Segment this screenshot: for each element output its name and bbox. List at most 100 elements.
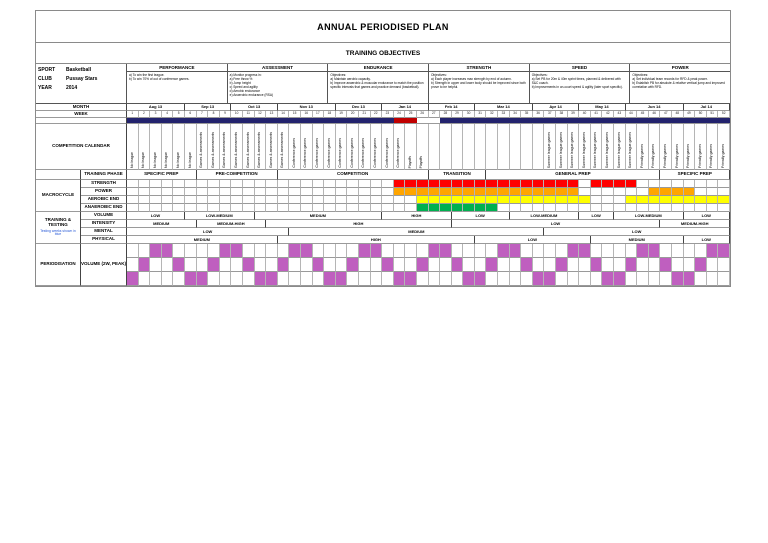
competition-week-cell: No league xyxy=(150,124,162,170)
periodisation-week-cell xyxy=(660,244,673,258)
training-level-cell: MEDIUM xyxy=(289,228,545,236)
competition-event-label: Playoffs xyxy=(419,155,424,168)
macrocycle-week-cell xyxy=(625,180,638,188)
week-number-cell: 44 xyxy=(625,111,638,118)
periodisation-week-cell xyxy=(718,272,730,286)
periodisation-week-cell xyxy=(486,258,499,272)
macrocycle-week-cell xyxy=(428,188,441,196)
macrocycle-week-cell xyxy=(556,196,568,204)
objective-header: ENDURANCE xyxy=(328,64,429,72)
periodisation-week-cell xyxy=(532,272,545,286)
periodisation-week-cell xyxy=(463,272,475,286)
competition-event-label: Conference games xyxy=(303,138,308,168)
periodisation-week-cell xyxy=(208,272,220,286)
periodisation-week-cell xyxy=(706,272,719,286)
competition-week-cell: Games & assessments xyxy=(277,124,290,170)
macrocycle-week-cell xyxy=(614,196,626,204)
periodisation-week-cell xyxy=(532,258,545,272)
competition-week-cell: No league xyxy=(184,124,197,170)
periodisation-week-cell xyxy=(544,272,557,286)
competition-event-label: Friendly games xyxy=(662,144,667,168)
week-number-cell: 16 xyxy=(300,111,313,118)
training-phase-cell: PRE-COMPETITION xyxy=(196,170,278,180)
macrocycle-week-cell xyxy=(579,204,591,212)
macrocycle-week-cell xyxy=(521,196,533,204)
periodisation-week-cell xyxy=(428,258,441,272)
macrocycle-week-cell xyxy=(463,204,475,212)
periodisation-week-cell xyxy=(405,244,417,258)
competition-week-cell: Friendly games xyxy=(695,124,707,170)
competition-week-cell: Friendly games xyxy=(637,124,649,170)
macrocycle-week-cell xyxy=(219,180,232,188)
periodisation-week-cell xyxy=(463,258,475,272)
macrocycle-week-cell xyxy=(614,204,626,212)
periodisation-week-cell xyxy=(509,258,522,272)
training-level-cell: LOW-MEDIUM xyxy=(184,212,255,220)
training-testing-note: Testing weeks shown in blue xyxy=(40,228,76,237)
objective-text: Objectives: a) Set individual team recor… xyxy=(632,73,725,89)
macrocycle-week-cell xyxy=(277,204,290,212)
macrocycle-week-cell xyxy=(474,196,487,204)
competition-event-label: No league xyxy=(175,152,180,168)
week-number-cell: 14 xyxy=(277,111,290,118)
periodisation-week-cell xyxy=(312,258,325,272)
macrocycle-week-cell xyxy=(312,196,325,204)
macrocycle-week-cell xyxy=(706,196,719,204)
competition-event-label: Friendly games xyxy=(709,144,714,168)
periodisation-week-cell xyxy=(451,258,464,272)
week-number-cell: 27 xyxy=(428,111,441,118)
macrocycle-row-label: POWER xyxy=(81,188,127,196)
week-number-cell: 46 xyxy=(648,111,661,118)
macrocycle-week-cell xyxy=(706,204,719,212)
macrocycle-week-cell xyxy=(127,188,139,196)
macrocycle-week-cell xyxy=(672,180,684,188)
macrocycle-week-cell xyxy=(672,196,684,204)
competition-week-cell: Conference games xyxy=(312,124,325,170)
periodisation-week-cell xyxy=(277,258,290,272)
periodisation-week-cell xyxy=(173,272,185,286)
macrocycle-week-cell xyxy=(672,188,684,196)
periodisation-week-cell xyxy=(579,258,591,272)
week-number-cell: 29 xyxy=(451,111,464,118)
week-number-cell: 11 xyxy=(242,111,255,118)
competition-week-cell: Friendly games xyxy=(672,124,684,170)
macrocycle-week-cell xyxy=(579,180,591,188)
macrocycle-week-cell xyxy=(150,196,162,204)
macrocycle-week-cell xyxy=(579,188,591,196)
competition-week-cell: Friendly games xyxy=(706,124,719,170)
periodisation-week-cell xyxy=(358,272,371,286)
macrocycle-week-cell xyxy=(219,204,232,212)
competition-week-cell: No league xyxy=(127,124,139,170)
competition-week-cell xyxy=(486,124,499,170)
competition-event-label: Summer league games xyxy=(616,131,621,168)
training-testing-label: TRAINING & TESTING xyxy=(44,216,72,227)
competition-event-label: Games & assessments xyxy=(222,132,227,168)
macrocycle-week-cell xyxy=(567,196,580,204)
competition-week-cell: Friendly games xyxy=(660,124,673,170)
macrocycle-week-cell xyxy=(370,180,383,188)
macrocycle-week-cell xyxy=(161,204,174,212)
competition-event-label: Conference games xyxy=(315,138,320,168)
macrocycle-week-cell xyxy=(196,180,209,188)
training-level-cell: MEDIUM-HIGH xyxy=(660,220,730,228)
macrocycle-week-cell xyxy=(486,204,499,212)
month-cell: Apr 14 xyxy=(532,104,580,111)
competition-week-cell: Games & assessments xyxy=(219,124,232,170)
training-level-cell: LOW xyxy=(474,236,591,244)
macrocycle-week-cell xyxy=(509,180,522,188)
macrocycle-week-cell xyxy=(358,196,371,204)
periodisation-week-cell xyxy=(544,244,557,258)
training-level-cell: LOW xyxy=(451,220,661,228)
macrocycle-week-cell xyxy=(695,180,707,188)
macrocycle-week-cell xyxy=(324,188,336,196)
macrocycle-week-cell xyxy=(335,196,348,204)
periodisation-week-cell xyxy=(706,244,719,258)
macrocycle-week-cell xyxy=(683,180,696,188)
macrocycle-week-cell xyxy=(300,196,313,204)
objective-header: POWER xyxy=(630,64,731,72)
periodisation-week-cell xyxy=(672,272,684,286)
periodisation-sublabel: VOLUME (2W, PEAK) xyxy=(81,244,127,286)
periodisation-week-cell xyxy=(184,258,197,272)
periodisation-week-cell xyxy=(289,258,301,272)
periodisation-week-cell xyxy=(138,258,151,272)
